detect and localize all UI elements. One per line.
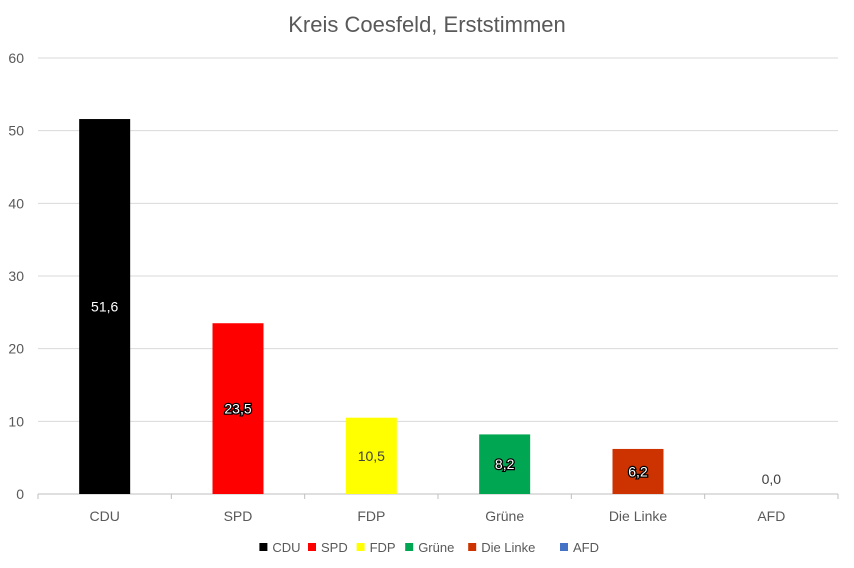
chart-title: Kreis Coesfeld, Erststimmen — [288, 12, 566, 37]
data-label: 51,6 — [91, 299, 118, 315]
bar-fdp — [345, 417, 397, 494]
data-label: 10,5 — [358, 448, 385, 464]
data-label: 6,2 — [628, 463, 648, 479]
data-label: 23,5 — [224, 401, 251, 417]
legend-entry: CDU — [272, 540, 300, 555]
x-tick-label: AFD — [757, 508, 785, 524]
y-tick-label: 60 — [8, 50, 24, 66]
y-tick-label: 50 — [8, 123, 24, 139]
y-tick-label: 40 — [8, 195, 24, 211]
data-label: 8,2 — [495, 456, 515, 472]
x-tick-label: Die Linke — [609, 508, 668, 524]
legend-swatch — [356, 543, 365, 551]
legend-entry: AFD — [573, 540, 599, 555]
y-tick-label: 20 — [8, 341, 24, 357]
legend-entry: Die Linke — [481, 540, 535, 555]
x-tick-label: SPD — [224, 508, 253, 524]
legend-swatch — [405, 543, 414, 551]
bar-die-linke — [612, 448, 664, 494]
bar-cdu — [79, 119, 131, 494]
bar-grüne — [479, 434, 531, 494]
legend-swatch — [468, 543, 477, 551]
legend-entry: FDP — [370, 540, 396, 555]
bar-spd — [212, 323, 264, 494]
y-tick-label: 30 — [8, 268, 24, 284]
x-tick-label: CDU — [89, 508, 119, 524]
data-label: 0,0 — [762, 471, 782, 487]
legend-entry: Grüne — [418, 540, 454, 555]
legend-swatch — [560, 543, 568, 551]
x-tick-label: Grüne — [485, 508, 524, 524]
x-tick-label: FDP — [357, 508, 385, 524]
y-tick-label: 10 — [8, 413, 24, 429]
legend-swatch — [308, 543, 316, 551]
y-tick-label: 0 — [16, 486, 24, 502]
legend-swatch — [259, 543, 268, 551]
legend-entry: SPD — [321, 540, 348, 555]
